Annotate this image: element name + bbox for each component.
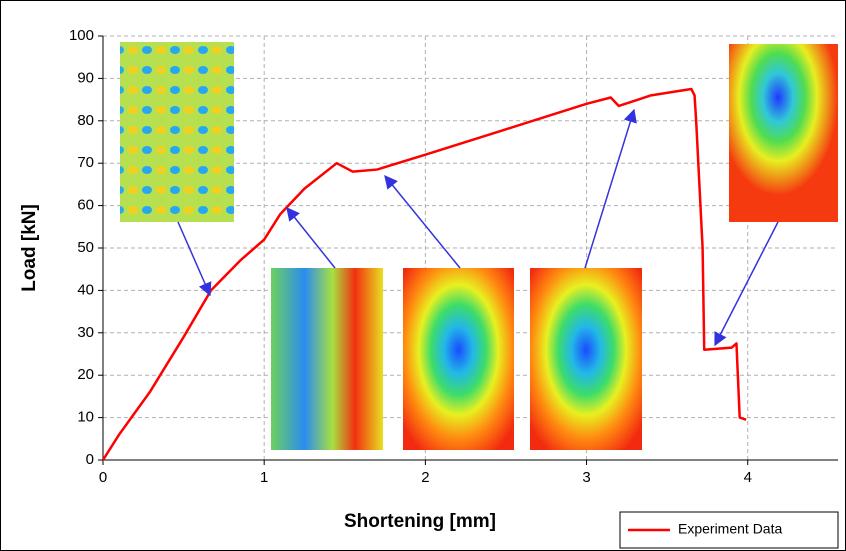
x-tick-label: 1 xyxy=(260,469,268,486)
inset-map xyxy=(120,42,234,222)
legend-label: Experiment Data xyxy=(678,521,782,537)
chart: 0 10 20 30 40 50 60 70 80 90 100 0 1 2 3 4 Shortening [… xyxy=(0,0,846,551)
x-tick-label: 0 xyxy=(99,469,107,486)
x-axis-title: Shortening [mm] xyxy=(344,511,496,532)
x-tick-label: 4 xyxy=(744,469,752,486)
inset-map xyxy=(271,268,383,450)
y-tick-label: 80 xyxy=(77,112,94,129)
x-tick-label: 2 xyxy=(421,469,429,486)
y-axis-title: Load [kN] xyxy=(19,204,40,292)
y-tick-label: 20 xyxy=(77,366,94,383)
y-tick-label: 100 xyxy=(69,27,94,44)
inset-map xyxy=(729,44,838,222)
y-tick-label: 40 xyxy=(77,281,94,298)
y-tick-label: 0 xyxy=(86,451,94,468)
x-tick-label: 3 xyxy=(582,469,590,486)
y-tick-label: 90 xyxy=(77,69,94,86)
inset-map xyxy=(530,268,642,450)
y-tick-label: 30 xyxy=(77,324,94,341)
y-tick-label: 70 xyxy=(77,154,94,171)
y-tick-label: 60 xyxy=(77,197,94,214)
y-tick-label: 50 xyxy=(77,239,94,256)
y-tick-label: 10 xyxy=(77,409,94,426)
inset-map xyxy=(403,268,514,450)
